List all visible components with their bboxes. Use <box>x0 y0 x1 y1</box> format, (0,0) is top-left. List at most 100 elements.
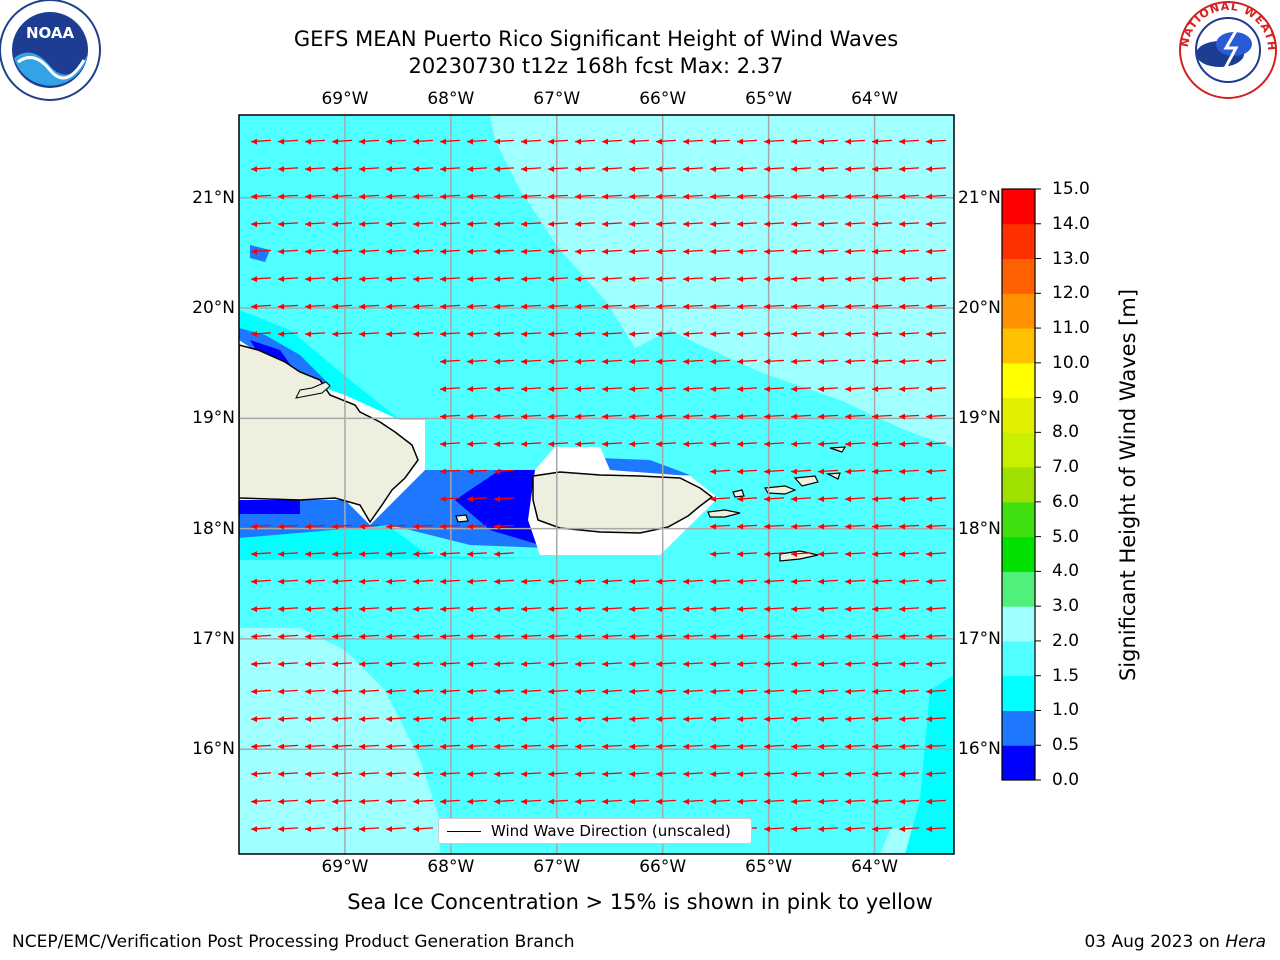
svg-text:NATIONAL WEATHER SERVICE: NATIONAL WEATHER SERVICE <box>0 0 1278 52</box>
wave-direction-arrow <box>844 661 866 668</box>
wave-direction-arrow <box>682 358 704 365</box>
wave-direction-arrow <box>628 578 650 585</box>
lat-tick-label-left: 19°N <box>192 408 235 429</box>
wave-direction-arrow <box>520 166 542 173</box>
wave-direction-arrow <box>871 303 893 310</box>
colorbar-tick-label: 0.5 <box>1052 735 1080 756</box>
wave-direction-arrow <box>790 606 812 613</box>
wave-direction-arrow <box>871 358 893 365</box>
lon-tick-label-top: 64°W <box>851 89 899 109</box>
wave-direction-arrow <box>466 303 488 310</box>
wave-direction-arrow <box>520 221 542 228</box>
wave-direction-arrow <box>790 716 812 723</box>
wave-direction-arrow <box>466 138 488 145</box>
wave-direction-arrow <box>412 166 434 173</box>
wave-direction-arrow <box>655 413 677 420</box>
wave-direction-arrow <box>844 193 866 200</box>
wave-direction-arrow <box>466 386 488 393</box>
wave-direction-arrow <box>250 743 272 750</box>
wave-direction-arrow <box>493 386 515 393</box>
wave-direction-arrow <box>493 193 515 200</box>
wave-direction-arrow <box>844 523 866 530</box>
wave-direction-arrow <box>466 661 488 668</box>
wave-direction-arrow <box>763 523 785 530</box>
wave-direction-arrow <box>898 413 920 420</box>
wave-direction-arrow <box>412 606 434 613</box>
wave-direction-arrow <box>925 303 947 310</box>
wave-direction-arrow <box>412 716 434 723</box>
wave-direction-arrow <box>412 331 434 338</box>
lat-tick-label-right: 18°N <box>958 518 1001 539</box>
wave-direction-arrow <box>790 248 812 255</box>
colorbar-tick-label: 13.0 <box>1052 248 1090 269</box>
wave-direction-arrow <box>547 248 569 255</box>
wave-direction-arrow <box>493 468 515 475</box>
wave-direction-arrow <box>250 551 272 558</box>
wave-direction-arrow <box>574 303 596 310</box>
wave-direction-arrow <box>736 138 758 145</box>
wave-direction-arrow <box>709 413 731 420</box>
noaa-logo: NOAA <box>0 0 101 101</box>
wave-direction-arrow <box>466 688 488 695</box>
wave-direction-arrow <box>844 248 866 255</box>
wave-direction-arrow <box>628 413 650 420</box>
wave-direction-arrow <box>277 743 299 750</box>
wave-direction-arrow <box>304 743 326 750</box>
wave-direction-arrow <box>601 166 623 173</box>
wave-direction-arrow <box>817 496 839 503</box>
wave-direction-arrow <box>682 331 704 338</box>
wave-direction-arrow <box>709 138 731 145</box>
wave-direction-arrow <box>682 193 704 200</box>
wave-direction-arrow <box>385 798 407 805</box>
wave-direction-arrow <box>655 716 677 723</box>
wave-direction-arrow <box>439 716 461 723</box>
wave-direction-arrow <box>304 826 326 833</box>
wave-band-0.0-0.5-hisp <box>239 500 300 514</box>
wave-direction-arrow <box>331 551 353 558</box>
wave-direction-arrow <box>736 523 758 530</box>
wave-direction-arrow <box>682 303 704 310</box>
wave-direction-arrow <box>520 358 542 365</box>
wave-direction-arrow <box>547 771 569 778</box>
colorbar-tick-label: 6.0 <box>1052 491 1080 512</box>
wave-direction-arrow <box>709 771 731 778</box>
wave-direction-arrow <box>898 523 920 530</box>
wave-direction-arrow <box>736 221 758 228</box>
wave-direction-arrow <box>817 166 839 173</box>
land-hispaniola <box>239 344 419 524</box>
wave-direction-arrow <box>925 826 947 833</box>
wave-direction-arrow <box>385 248 407 255</box>
wave-direction-arrow <box>439 276 461 283</box>
wave-direction-arrow <box>385 193 407 200</box>
wave-direction-arrow <box>385 771 407 778</box>
wave-direction-arrow <box>466 221 488 228</box>
wave-direction-arrow <box>871 496 893 503</box>
wave-direction-arrow <box>574 386 596 393</box>
wave-direction-arrow <box>385 303 407 310</box>
wave-direction-arrow <box>817 633 839 640</box>
wave-direction-arrow <box>844 331 866 338</box>
lon-tick-label-top: 66°W <box>639 89 687 109</box>
lon-tick-label-bot: 69°W <box>321 857 369 877</box>
wave-direction-arrow <box>898 551 920 558</box>
wave-direction-arrow <box>925 798 947 805</box>
wave-direction-arrow <box>898 441 920 448</box>
colorbar-segment <box>1002 328 1035 364</box>
wave-direction-arrow <box>655 358 677 365</box>
wave-direction-arrow <box>790 358 812 365</box>
wave-direction-arrow <box>547 633 569 640</box>
wave-direction-arrow <box>871 826 893 833</box>
wave-direction-arrow <box>817 413 839 420</box>
wave-direction-arrow <box>493 221 515 228</box>
lon-tick-label-top: 69°W <box>321 89 369 109</box>
wave-direction-arrow <box>277 166 299 173</box>
wave-direction-arrow <box>709 386 731 393</box>
wave-direction-arrow <box>709 276 731 283</box>
lon-tick-label-top: 65°W <box>745 89 793 109</box>
wave-direction-arrow <box>358 633 380 640</box>
wave-direction-arrow <box>925 551 947 558</box>
wave-direction-arrow <box>412 826 434 833</box>
wave-direction-arrow <box>898 606 920 613</box>
wave-direction-arrow <box>817 358 839 365</box>
wave-direction-arrow <box>844 386 866 393</box>
